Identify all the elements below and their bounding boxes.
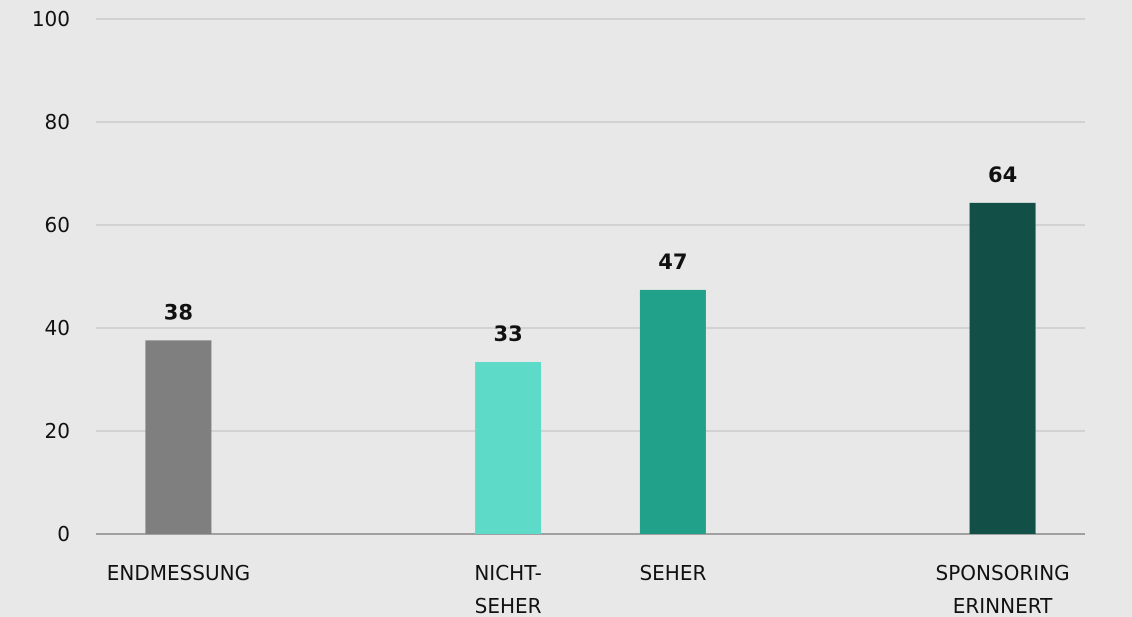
x-tick-label: SEHER: [639, 561, 706, 585]
y-tick-label: 20: [45, 419, 70, 443]
x-tick-label: NICHT- SEHER: [474, 561, 541, 617]
value-label: 38: [164, 300, 193, 324]
y-tick-label: 60: [45, 213, 70, 237]
x-tick-line: SPONSORING: [936, 561, 1070, 585]
value-label: 47: [658, 250, 687, 274]
y-tick-label: 100: [32, 7, 70, 31]
bar: [145, 340, 212, 534]
y-tick-label: 0: [57, 522, 70, 546]
x-tick-label: ENDMESSUNG: [107, 561, 250, 585]
value-label: 64: [988, 163, 1017, 187]
x-tick-label: SPONSORING ERINNERT: [936, 561, 1070, 617]
x-tick-line: SEHER: [475, 594, 542, 617]
y-tick-label: 80: [45, 110, 70, 134]
value-label: 33: [493, 322, 522, 346]
x-tick-line: NICHT-: [474, 561, 541, 585]
bar: [639, 289, 706, 534]
x-tick-line: ENDMESSUNG: [107, 561, 250, 585]
x-tick-line: ERINNERT: [953, 594, 1053, 617]
bar: [475, 361, 542, 534]
bar: [969, 202, 1036, 535]
y-tick-label: 40: [45, 316, 70, 340]
x-tick-line: SEHER: [639, 561, 706, 585]
